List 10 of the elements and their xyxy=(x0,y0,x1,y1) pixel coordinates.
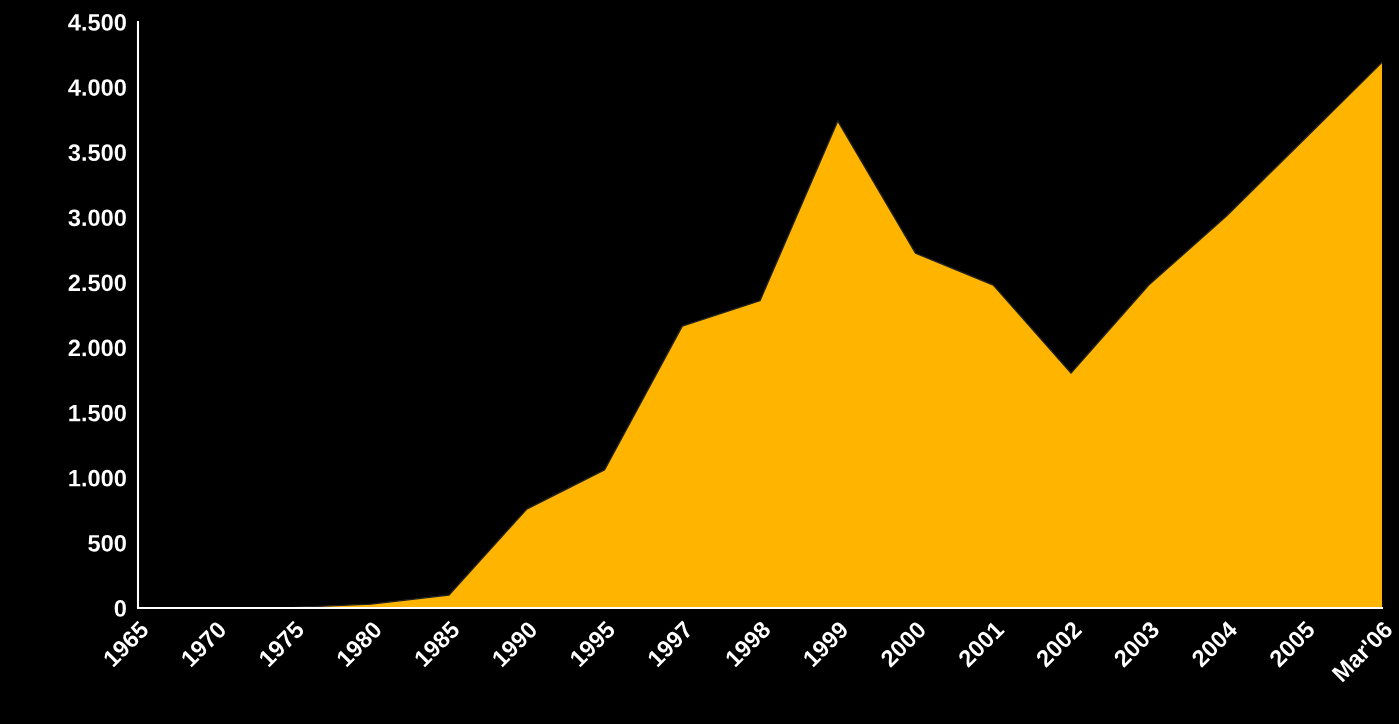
y-tick-label: 2.500 xyxy=(68,274,126,292)
y-tick-label: 3.000 xyxy=(68,209,126,227)
y-tick-label: 1.000 xyxy=(69,469,126,487)
y-tick-label: 4.500 xyxy=(68,14,126,31)
y-tick-label: 2.000 xyxy=(68,339,126,357)
y-tick-label: 3.500 xyxy=(68,144,126,162)
y-tick-label: 500 xyxy=(88,534,126,552)
y-tick-label: 1.500 xyxy=(69,404,126,422)
y-tick-label: 0 xyxy=(114,600,126,617)
y-tick-label: 4.000 xyxy=(68,79,126,96)
